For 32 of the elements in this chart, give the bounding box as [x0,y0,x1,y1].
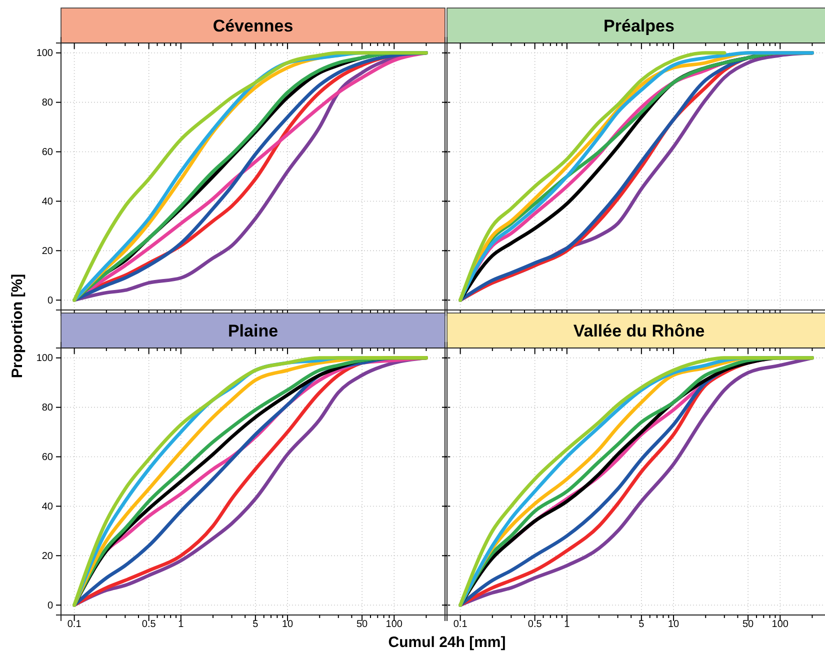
x-tick-label: 1 [178,619,184,630]
x-tick-label: 5 [252,619,259,630]
x-tick-label: 100 [772,619,789,630]
y-tick-label: 20 [42,246,54,257]
chart-title: Plaine [228,322,278,340]
x-axis-title: Cumul 24h [mm] [388,634,506,651]
chart-title: Préalpes [604,16,674,36]
x-tick-label: 10 [668,619,680,630]
x-tick-label: 0.5 [142,619,156,630]
y-tick-label: 0 [47,295,54,306]
y-tick-label: 60 [42,146,54,158]
y-tick-label: 80 [42,402,54,414]
x-tick-label: 0.1 [453,619,468,630]
x-tick-label: 10 [282,619,294,630]
x-tick-label: 1 [564,619,570,630]
chart-title: Vallée du Rhône [573,322,705,340]
y-tick-label: 40 [42,196,54,208]
y-axis-title: Proportion [%] [9,274,26,378]
y-tick-label: 0 [47,600,54,612]
y-tick-label: 100 [36,48,54,60]
x-tick-label: 5 [638,619,645,630]
y-tick-label: 80 [42,98,54,109]
x-tick-label: 50 [356,619,368,630]
y-tick-label: 40 [42,501,54,512]
y-tick-label: 60 [42,452,54,463]
x-tick-label: 0.5 [528,619,542,630]
chart-title: Cévennes [212,16,294,36]
x-tick-label: 50 [742,619,754,630]
y-tick-label: 20 [42,550,54,562]
x-tick-label: 100 [386,619,403,630]
x-tick-label: 0.1 [67,619,82,630]
y-tick-label: 100 [36,353,54,364]
